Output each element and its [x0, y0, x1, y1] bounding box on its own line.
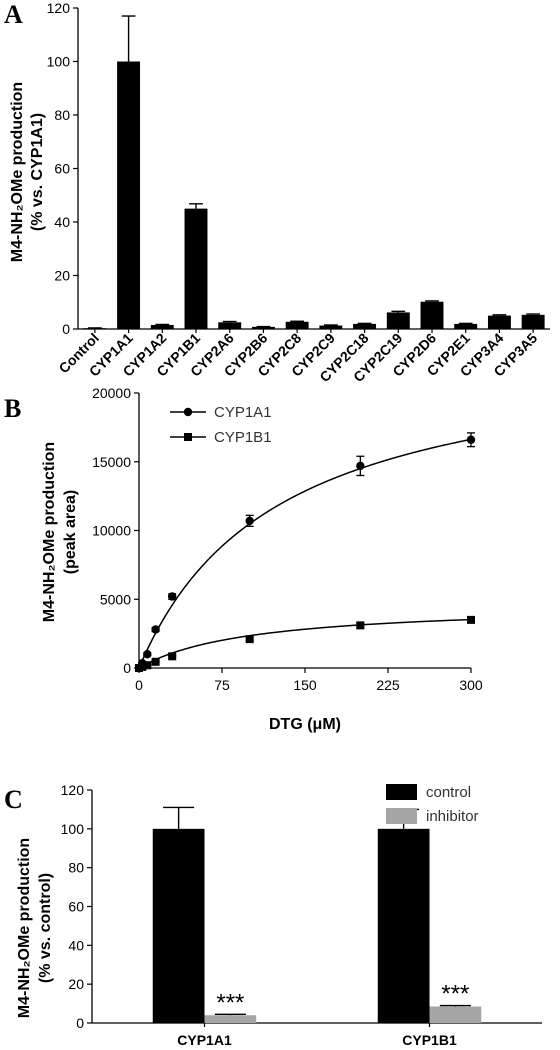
- panel-b-ylabel-line1: M4-NH₂OMe production: [41, 442, 58, 622]
- panel-c-legend-label: inhibitor: [426, 808, 479, 825]
- panel-a-bar: [487, 315, 511, 329]
- panel-b-point-circle: [466, 435, 476, 444]
- panel-a-ylabel-line2: (% vs. CYP1A1): [29, 113, 46, 231]
- panel-c: C M4-NH₂OMe production (% vs. control) 0…: [4, 782, 542, 1048]
- panel-a-y-tick-label: 100: [47, 54, 71, 70]
- panel-a-letter: A: [4, 0, 23, 29]
- panel-c-bar-inhibitor: [429, 1006, 482, 1023]
- panel-b-legend-label: CYP1B1: [214, 429, 272, 446]
- panel-c-legend-swatch-control: [386, 784, 417, 800]
- panel-b-x-tick-label: 300: [459, 677, 483, 693]
- panel-a-plot: 020406080100120ControlCYP1A1CYP1A2CYP1B1…: [47, 0, 550, 385]
- panel-b-fit-line-1: [138, 618, 472, 669]
- panel-a-bar: [521, 314, 545, 329]
- panel-a-bar: [218, 322, 242, 329]
- panel-a-bar: [319, 325, 343, 329]
- panel-a-bar: [285, 321, 309, 329]
- panel-a-bar: [454, 323, 478, 329]
- panel-c-bar-inhibitor: [204, 1015, 257, 1023]
- panel-b-ylabel-line2: (peak area): [62, 490, 79, 575]
- panel-b-x-tick-label: 225: [376, 677, 400, 693]
- panel-b-point-square: [151, 657, 160, 666]
- panel-a-y-tick-label: 120: [47, 0, 71, 16]
- panel-c-significance-mark: ***: [216, 989, 244, 1016]
- panel-a-bar: [386, 312, 410, 329]
- panel-c-category-label: CYP1B1: [402, 1032, 457, 1048]
- panel-c-y-tick-label: 60: [68, 899, 84, 915]
- panel-b-y-tick-label: 15000: [92, 454, 131, 470]
- panel-b-y-tick-label: 10000: [92, 523, 131, 539]
- panel-c-plot: 0 20 40 60 80 100 120 *** CYP1A1 *** CYP1B1 control…: [61, 782, 542, 1048]
- panel-a-y-tick-label: 80: [54, 107, 70, 123]
- panel-b-fit-line-0: [138, 438, 472, 669]
- panel-a-bar: [251, 326, 275, 329]
- panel-c-bar-control: [377, 828, 430, 1023]
- panel-b-letter: B: [4, 394, 21, 423]
- panel-c-ylabel-line1: M4-NH₂OMe production: [16, 838, 33, 1018]
- panel-b-y-tick-label: 20000: [92, 385, 131, 401]
- panel-c-y-tick-label: 120: [61, 782, 85, 798]
- panel-c-y-tick-label: 40: [68, 937, 84, 953]
- panel-b-point-square: [138, 662, 147, 671]
- panel-b-point-circle: [356, 461, 365, 471]
- panel-c-y-tick-label: 20: [68, 976, 84, 992]
- panel-b-y-tick-label: 0: [123, 660, 131, 676]
- panel-b-x-tick-label: 75: [214, 677, 230, 693]
- panel-b-x-tick-label: 0: [135, 677, 143, 693]
- panel-a-bar: [150, 324, 174, 329]
- panel-a-y-tick-label: 60: [54, 161, 70, 177]
- panel-b-xlabel: DTG (μM): [269, 716, 341, 733]
- panel-b-legend-marker-square: [184, 433, 192, 441]
- panel-b-legend-label: CYP1A1: [214, 404, 272, 421]
- panel-b-plot: 0 5000 10000 15000 20000 0 75 150 225 300 CYP1A1 CY…: [92, 385, 483, 693]
- panel-c-legend-swatch-inhibitor: [386, 808, 417, 824]
- panel-a-y-tick-label: 20: [54, 268, 70, 284]
- panel-a-y-tick-label: 40: [54, 214, 70, 230]
- panel-c-significance-mark: ***: [441, 981, 469, 1008]
- panel-c-ylabel-line2: (% vs. control): [37, 873, 54, 983]
- panel-b-point-square: [143, 661, 152, 670]
- panel-b-point-circle: [151, 625, 160, 634]
- panel-b-y-tick-label: 5000: [100, 591, 131, 607]
- panel-a-bar: [420, 301, 444, 329]
- panel-b-point-square: [168, 652, 177, 661]
- panel-b-legend-marker-circle: [183, 407, 193, 417]
- panel-b-point-square: [245, 635, 254, 644]
- panel-c-y-tick-label: 100: [61, 821, 85, 837]
- panel-c-letter: C: [4, 785, 23, 814]
- panel-a-ylabel-line1: M4-NH₂OMe production: [9, 82, 26, 262]
- panel-c-bar-control: [152, 828, 205, 1023]
- panel-a: A M4-NH₂OMe production (% vs. CYP1A1) 0 2…: [4, 0, 550, 385]
- panel-b-point-circle: [245, 516, 254, 526]
- panel-a-bar: [184, 208, 208, 329]
- panel-a-bar: [117, 61, 141, 329]
- panel-b-point-circle: [143, 650, 152, 659]
- panel-c-y-tick-label: 0: [76, 1015, 84, 1031]
- panel-b: B M4-NH₂OMe production (peak area) DTG (…: [4, 385, 483, 733]
- panel-c-y-tick-label: 80: [68, 860, 84, 876]
- panel-b-point-circle: [168, 592, 177, 601]
- panel-b-point-square: [356, 621, 365, 630]
- panel-b-x-tick-label: 150: [293, 677, 317, 693]
- panel-c-legend-label: control: [426, 784, 471, 801]
- panel-a-bar: [353, 323, 377, 329]
- panel-a-y-tick-label: 0: [62, 321, 70, 337]
- panel-c-category-label: CYP1A1: [177, 1032, 232, 1048]
- panel-b-point-square: [467, 615, 475, 624]
